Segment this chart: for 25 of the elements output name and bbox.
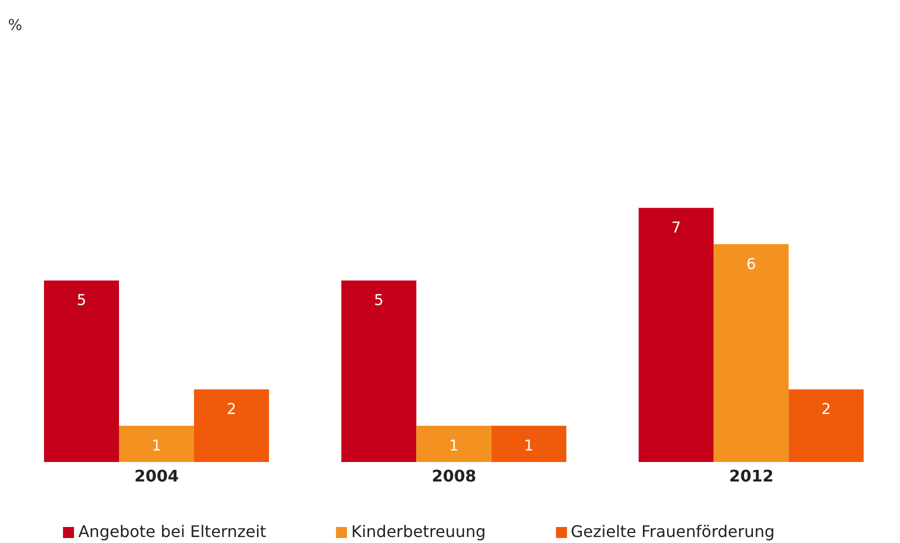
- bar: [416, 426, 492, 462]
- x-tick-label: 2012: [729, 466, 774, 486]
- legend-label: Angebote bei Elternzeit: [78, 522, 266, 541]
- text: %: [8, 16, 22, 34]
- bar: [714, 244, 789, 462]
- legend-label: Kinderbetreuung: [351, 522, 486, 541]
- data-label: 5: [76, 291, 86, 310]
- bar: [638, 208, 714, 462]
- data-label: 2: [821, 400, 831, 418]
- data-label: 1: [449, 436, 459, 454]
- x-tick-label: 2008: [432, 466, 476, 486]
- data-label: 1: [152, 436, 162, 454]
- legend-label: Gezielte Frauenförderung: [570, 522, 775, 541]
- bar: [194, 389, 269, 462]
- bar: [788, 389, 864, 462]
- bar: [491, 426, 566, 462]
- bar: [44, 280, 119, 462]
- data-label: 7: [671, 218, 681, 236]
- data-label: 1: [524, 436, 534, 454]
- x-tick-label: 2004: [134, 466, 179, 486]
- data-label: 5: [374, 291, 384, 310]
- bar: [341, 280, 416, 462]
- bar: [119, 426, 194, 462]
- data-label: 6: [746, 254, 756, 273]
- data-label: 2: [226, 400, 236, 418]
